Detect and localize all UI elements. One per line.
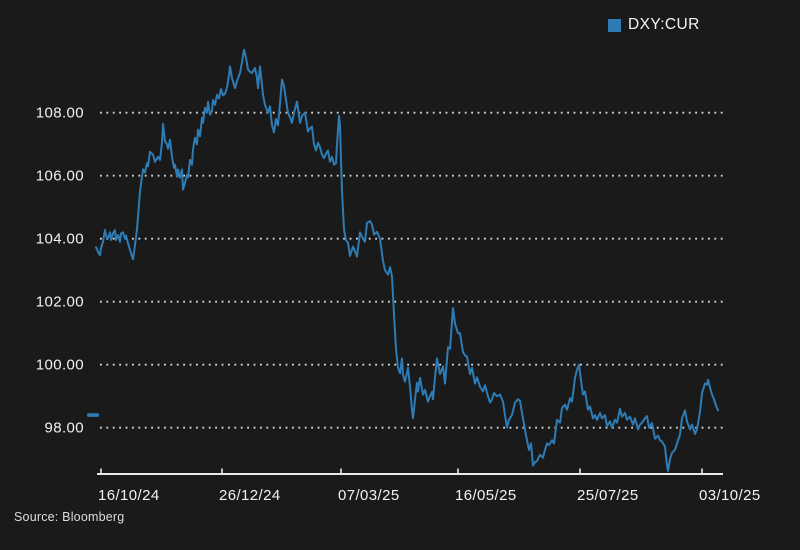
price-line-dxy [95, 48, 719, 472]
series-legend-label: DXY:CUR [628, 16, 700, 33]
x-axis-label: 16/10/24 [98, 487, 160, 504]
legend-item[interactable]: DXY:CUR [608, 16, 700, 34]
y-axis-label: 104.00 [35, 230, 84, 248]
series-color-swatch-icon [608, 18, 621, 32]
source-attribution: Source: Bloomberg [14, 510, 125, 524]
start-value-marker [87, 413, 99, 417]
x-axis-label: 25/07/25 [577, 487, 639, 504]
x-axis-label: 03/10/25 [699, 487, 761, 504]
x-axis-label: 26/12/24 [219, 487, 281, 504]
y-axis-label: 100.00 [35, 356, 84, 374]
y-axis-label: 106.00 [35, 167, 84, 185]
y-axis-label: 102.00 [35, 293, 84, 311]
y-axis-label: 98.00 [44, 419, 84, 437]
y-axis-label: 108.00 [35, 104, 84, 122]
x-axis-label: 07/03/25 [338, 487, 400, 504]
x-axis-label: 16/05/25 [455, 487, 517, 504]
